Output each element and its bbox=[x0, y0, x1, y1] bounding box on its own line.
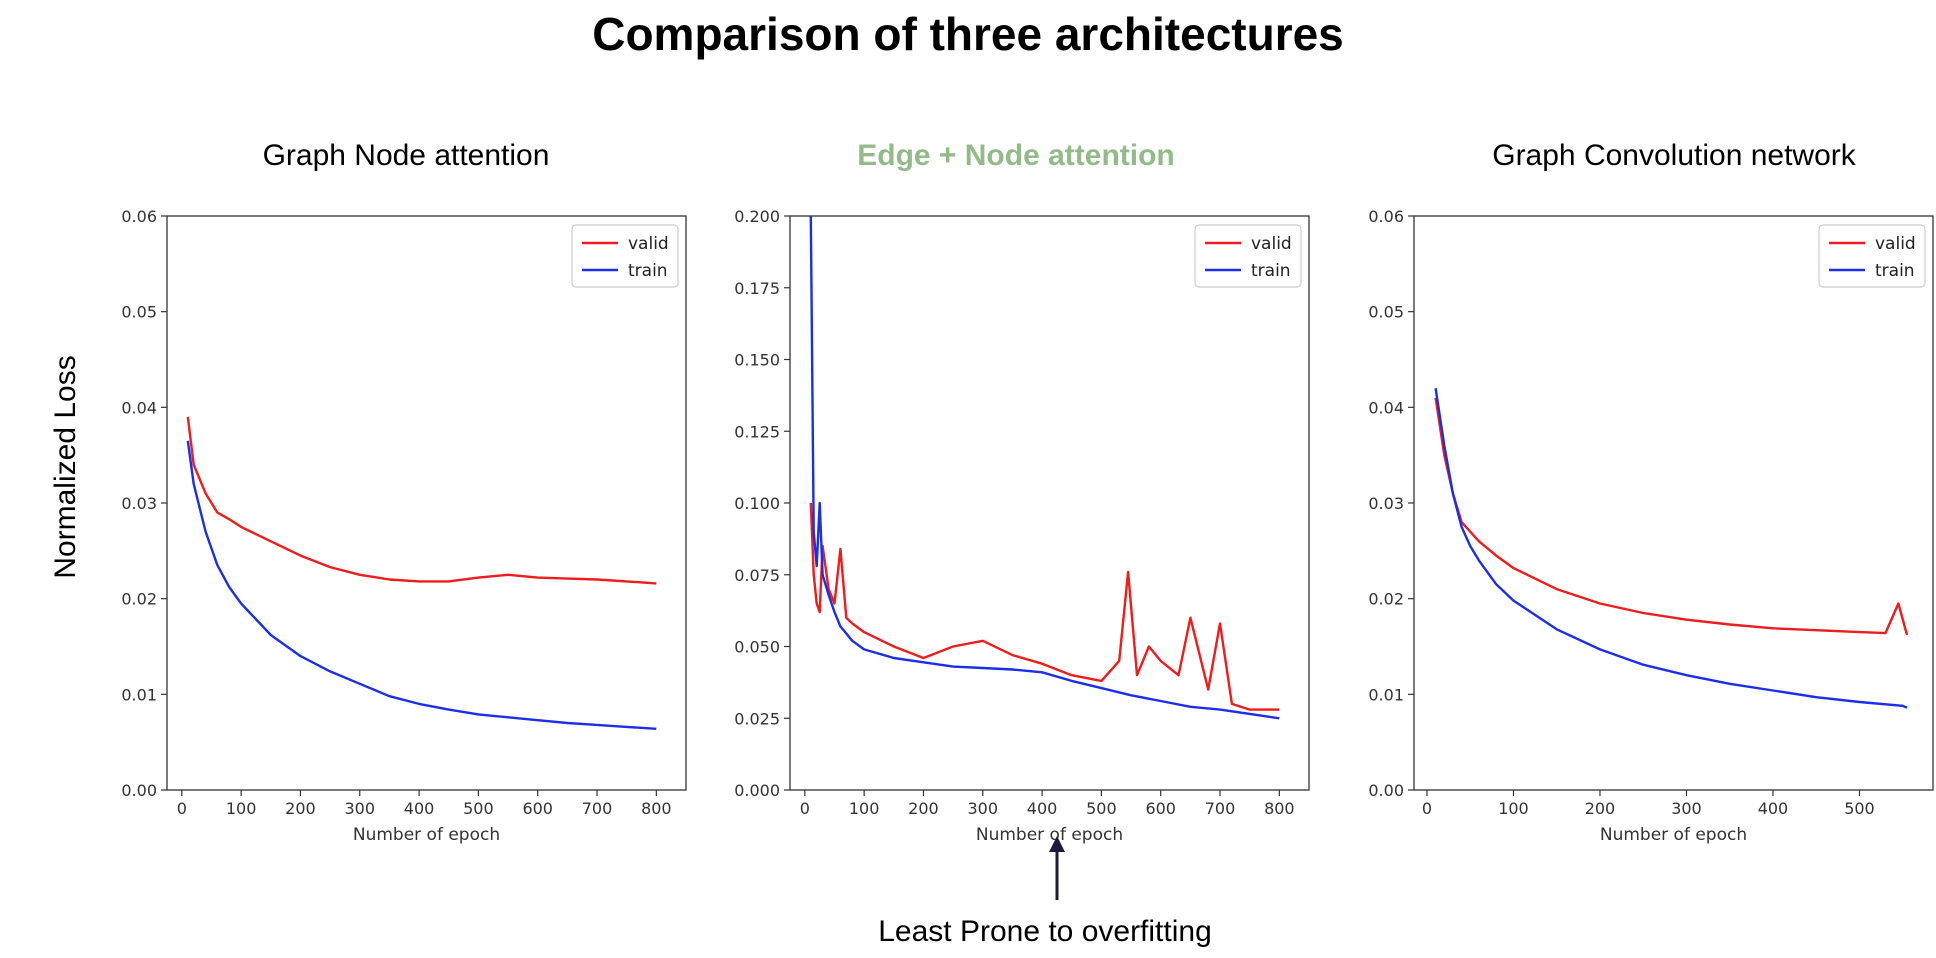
chart-graph-convolution: 0 100 200 300 400 500 0.00 0.01 0.02 0.03 0.04 0.05… bbox=[1368, 207, 1934, 845]
legend-label-train: train bbox=[1251, 261, 1291, 281]
legend-label-valid: valid bbox=[628, 234, 669, 254]
annotation-arrow bbox=[1049, 836, 1065, 900]
y-tick-label: 0.150 bbox=[734, 351, 780, 370]
x-tick-label: 700 bbox=[1205, 799, 1236, 818]
series-line-train bbox=[1434, 388, 1908, 709]
chart-edge-node-attention: 0 100 200 300 400 500 600 700 800 0.000 0.025 0.050… bbox=[734, 207, 1310, 845]
x-axis-label: Number of epoch bbox=[976, 825, 1123, 845]
x-tick-label: 800 bbox=[1264, 799, 1295, 818]
y-tick-label: 0.075 bbox=[734, 566, 780, 585]
y-tick-label: 0.01 bbox=[121, 685, 157, 704]
series-line-valid bbox=[186, 416, 657, 585]
legend-label-valid: valid bbox=[1251, 234, 1292, 254]
x-tick-label: 800 bbox=[641, 799, 672, 818]
y-tick-label: 0.000 bbox=[734, 781, 780, 800]
legend: valid train bbox=[1194, 224, 1302, 288]
panel-title-edge-node-attention: Edge + Node attention bbox=[857, 139, 1175, 172]
y-tick-label: 0.05 bbox=[121, 303, 157, 322]
legend-box bbox=[571, 224, 679, 288]
x-tick-label: 500 bbox=[1086, 799, 1117, 818]
legend-label-train: train bbox=[1875, 261, 1915, 281]
x-tick-label: 100 bbox=[849, 799, 880, 818]
legend-label-train: train bbox=[628, 261, 668, 281]
arrow-head bbox=[1049, 836, 1065, 852]
x-axis-label: Number of epoch bbox=[353, 825, 500, 845]
y-tick-label: 0.200 bbox=[734, 207, 780, 226]
series-line-train bbox=[809, 215, 1280, 720]
annotation-text: Least Prone to overfitting bbox=[878, 915, 1212, 948]
panel-title-graph-convolution: Graph Convolution network bbox=[1492, 139, 1856, 172]
x-tick-label: 100 bbox=[226, 799, 257, 818]
series-line-valid bbox=[809, 502, 1280, 711]
y-tick-label: 0.04 bbox=[121, 398, 157, 417]
legend: valid train bbox=[571, 224, 679, 288]
x-tick-label: 600 bbox=[522, 799, 553, 818]
y-tick-label: 0.03 bbox=[121, 494, 157, 513]
x-tick-label: 400 bbox=[1027, 799, 1058, 818]
x-tick-label: 200 bbox=[285, 799, 316, 818]
x-axis-label: Number of epoch bbox=[1600, 825, 1747, 845]
plot-frame bbox=[1413, 215, 1934, 791]
series-line-train bbox=[186, 440, 657, 730]
x-tick-label: 0 bbox=[177, 799, 187, 818]
series-line-valid bbox=[1434, 397, 1909, 636]
legend: valid train bbox=[1818, 224, 1926, 288]
y-tick-label: 0.050 bbox=[734, 638, 780, 657]
x-tick-label: 100 bbox=[1498, 799, 1529, 818]
x-tick-label: 700 bbox=[582, 799, 613, 818]
x-tick-label: 300 bbox=[967, 799, 998, 818]
panel-title-node-attention: Graph Node attention bbox=[262, 139, 550, 172]
y-tick-label: 0.125 bbox=[734, 422, 780, 441]
y-tick-label: 0.03 bbox=[1368, 494, 1404, 513]
x-tick-label: 500 bbox=[1844, 799, 1875, 818]
y-tick-label: 0.025 bbox=[734, 709, 780, 728]
y-tick-label: 0.04 bbox=[1368, 398, 1404, 417]
legend-box bbox=[1194, 224, 1302, 288]
x-tick-label: 600 bbox=[1145, 799, 1176, 818]
x-tick-label: 200 bbox=[908, 799, 939, 818]
y-tick-label: 0.05 bbox=[1368, 303, 1404, 322]
y-tick-label: 0.01 bbox=[1368, 685, 1404, 704]
y-tick-label: 0.00 bbox=[1368, 781, 1404, 800]
main-title: Comparison of three architectures bbox=[592, 8, 1344, 60]
y-tick-label: 0.175 bbox=[734, 279, 780, 298]
y-tick-label: 0.06 bbox=[1368, 207, 1404, 226]
chart-node-attention: 0 100 200 300 400 500 600 700 800 0.00 0.01 0.02 0.0… bbox=[121, 207, 687, 845]
x-tick-label: 300 bbox=[344, 799, 375, 818]
x-tick-label: 0 bbox=[1422, 799, 1432, 818]
x-tick-label: 0 bbox=[800, 799, 810, 818]
y-tick-label: 0.00 bbox=[121, 781, 157, 800]
legend-box bbox=[1818, 224, 1926, 288]
y-tick-label: 0.06 bbox=[121, 207, 157, 226]
x-tick-label: 300 bbox=[1671, 799, 1702, 818]
x-tick-label: 200 bbox=[1585, 799, 1616, 818]
x-tick-label: 400 bbox=[1758, 799, 1789, 818]
legend-label-valid: valid bbox=[1875, 234, 1916, 254]
x-tick-label: 500 bbox=[463, 799, 494, 818]
plot-frame bbox=[166, 215, 687, 791]
y-tick-label: 0.02 bbox=[121, 590, 157, 609]
y-tick-label: 0.100 bbox=[734, 494, 780, 513]
y-tick-label: 0.02 bbox=[1368, 590, 1404, 609]
x-tick-label: 400 bbox=[404, 799, 435, 818]
